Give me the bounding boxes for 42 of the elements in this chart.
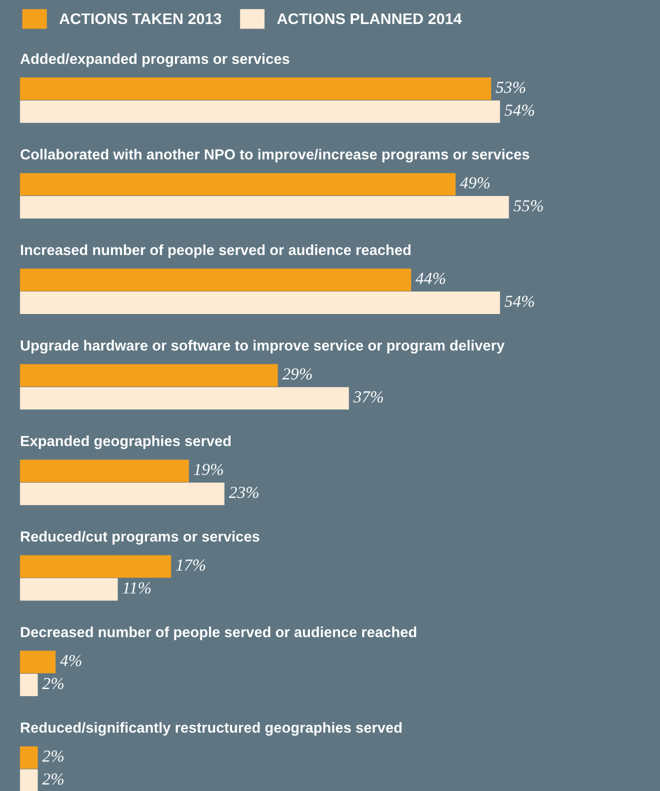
legend-label: ACTIONS TAKEN 2013 [59, 13, 222, 24]
data-label: 4% [60, 654, 82, 666]
data-label: 44% [416, 272, 446, 284]
data-label: 11% [122, 582, 151, 594]
y-tick-label: Added/expanded programs or services [20, 53, 290, 67]
y-tick-label: Increased number of people served or audience reached [20, 244, 410, 258]
bar [20, 482, 224, 506]
bar [20, 387, 349, 410]
bar [20, 460, 189, 482]
bar [20, 292, 500, 314]
data-label: 54% [504, 104, 534, 116]
data-label: 2% [42, 750, 64, 762]
bar [20, 578, 118, 601]
bar [20, 769, 38, 791]
bar [20, 364, 278, 387]
data-label: 54% [504, 296, 534, 308]
bar [20, 674, 38, 696]
data-label: 29% [282, 368, 312, 380]
y-tick-label: Decreased number of people served or audience reached [20, 626, 416, 640]
y-tick-label: Collaborated with another NPO to improve/increase programs or services [20, 148, 530, 162]
bar [20, 746, 38, 769]
bar [20, 268, 412, 292]
bar [20, 100, 500, 123]
legend-label: ACTIONS PLANNED 2014 [277, 13, 462, 24]
bar [20, 78, 492, 100]
data-label: 2% [42, 773, 64, 785]
bar [20, 196, 509, 218]
y-tick-label: Expanded geographies served [20, 435, 231, 450]
bar [20, 555, 172, 578]
data-label: 55% [514, 200, 543, 212]
y-tick-label: Upgrade hardware or software to improve service or program delivery [20, 340, 505, 354]
y-tick-label: Reduced/cut programs or services [20, 530, 260, 545]
bar [20, 650, 56, 674]
data-label: 53% [496, 82, 526, 93]
y-tick-label: Reduced/significantly restructured geographies served [20, 722, 402, 736]
data-label: 19% [194, 464, 223, 476]
data-label: 17% [176, 559, 206, 571]
data-label: 23% [228, 486, 258, 498]
bar [20, 173, 456, 196]
data-label: 37% [353, 391, 383, 403]
data-label: 49% [460, 177, 490, 189]
data-label: 2% [42, 678, 64, 690]
